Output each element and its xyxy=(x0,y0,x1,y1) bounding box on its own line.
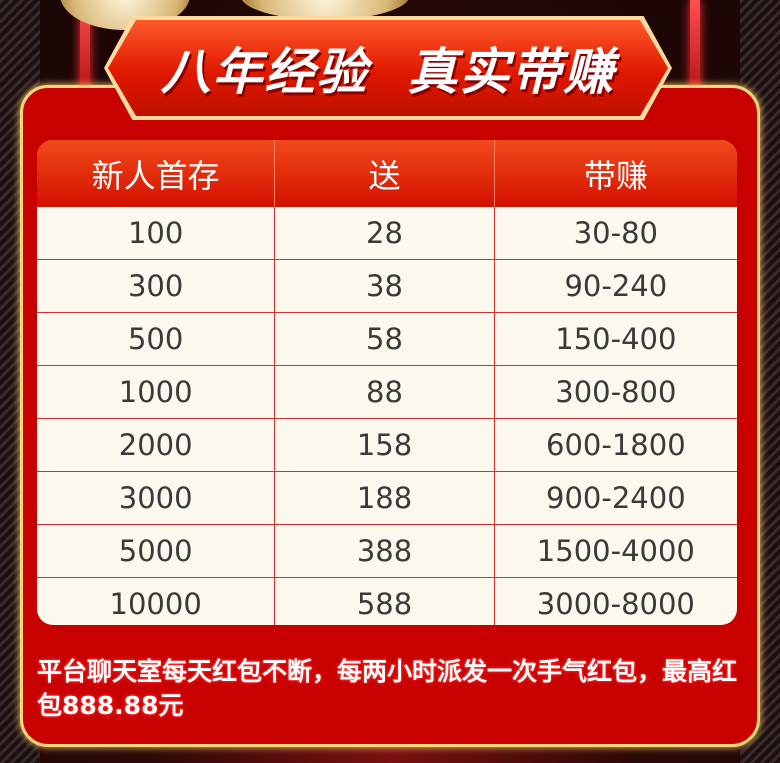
table-row: 3000 188 900-2400 xyxy=(37,471,737,524)
deposit-cell: 300 xyxy=(37,260,276,312)
header-bonus: 送 xyxy=(275,140,495,207)
bonus-cell: 38 xyxy=(275,260,495,312)
earn-cell: 150-400 xyxy=(555,322,677,356)
deposit-cell: 5000 xyxy=(37,525,276,577)
header-earn: 带赚 xyxy=(583,156,648,195)
header-deposit: 新人首存 xyxy=(37,140,276,207)
earn-cell: 1500-4000 xyxy=(536,534,695,568)
earn-cell: 600-1800 xyxy=(546,428,686,462)
bonus-cell: 388 xyxy=(275,525,495,577)
bonus-cell: 88 xyxy=(275,366,495,418)
table-row: 2000 158 600-1800 xyxy=(37,418,737,471)
table-header: 新人首存 送 带赚 xyxy=(37,140,737,207)
decor-pillar xyxy=(690,0,700,120)
deposit-cell: 1000 xyxy=(37,366,276,418)
table-body: 100 28 30-80 300 38 90-240 500 58 150-400 1000 88 3… xyxy=(37,207,737,625)
table-row: 5000 388 1500-4000 xyxy=(37,524,737,577)
bonus-cell: 588 xyxy=(275,578,495,625)
earn-cell: 3000-8000 xyxy=(536,587,695,621)
decor-pillar xyxy=(80,0,90,120)
promo-note: 平台聊天室每天红包不断，每两小时派发一次手气红包，最高红包888.88元 xyxy=(37,657,738,720)
table-row: 10000 588 3000-8000 xyxy=(37,577,737,625)
earn-cell: 900-2400 xyxy=(546,481,686,515)
earn-cell: 90-240 xyxy=(564,269,668,303)
decor-coin xyxy=(240,0,410,20)
table-row: 1000 88 300-800 xyxy=(37,365,737,418)
bonus-cell: 188 xyxy=(275,472,495,524)
table-row: 100 28 30-80 xyxy=(37,207,737,259)
bonus-cell: 158 xyxy=(275,419,495,471)
deposit-cell: 2000 xyxy=(37,419,276,471)
deposit-cell: 500 xyxy=(37,313,276,365)
earn-cell: 30-80 xyxy=(573,216,658,250)
banner-title: 八年经验 真实带赚 xyxy=(160,43,616,101)
deposit-cell: 100 xyxy=(37,207,276,259)
table-row: 500 58 150-400 xyxy=(37,312,737,365)
deposit-cell: 10000 xyxy=(37,578,276,625)
earn-cell: 300-800 xyxy=(555,375,677,409)
bonus-cell: 28 xyxy=(275,207,495,259)
bonus-cell: 58 xyxy=(275,313,495,365)
table-row: 300 38 90-240 xyxy=(37,259,737,312)
deposit-cell: 3000 xyxy=(37,472,276,524)
title-banner: 八年经验 真实带赚 xyxy=(108,20,668,116)
bonus-table: 新人首存 送 带赚 100 28 30-80 300 38 90-240 500 58 150-… xyxy=(37,140,737,625)
